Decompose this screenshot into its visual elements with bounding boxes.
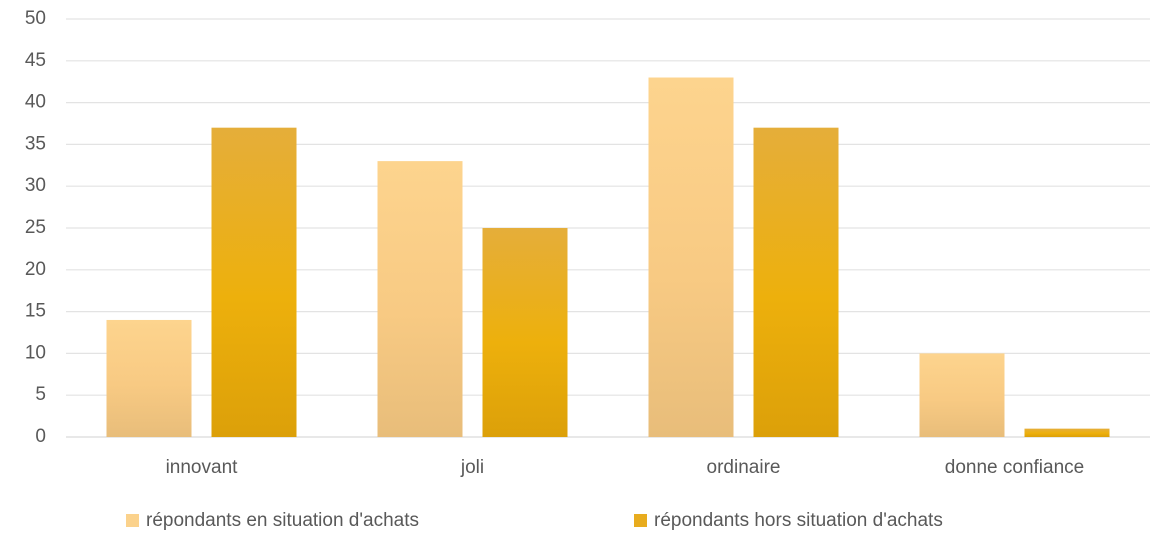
y-tick-label: 20: [25, 259, 46, 280]
legend-label-series-2: répondants hors situation d'achats: [654, 510, 943, 531]
y-tick-label: 0: [35, 426, 46, 447]
y-tick-label: 25: [25, 217, 46, 238]
x-axis-categories: innovant joli ordinaire donne confiance: [166, 457, 1085, 478]
x-category-label: innovant: [166, 457, 239, 478]
legend-swatch-series-2: [634, 514, 647, 527]
y-tick-label: 5: [35, 384, 46, 405]
bar-innovant-series-1: [106, 319, 192, 437]
bar-joli-series-2: [482, 228, 568, 437]
bar-ordinaire-series-1: [648, 77, 734, 438]
y-tick-label: 40: [25, 92, 46, 113]
y-tick-label: 35: [25, 133, 46, 154]
y-tick-label: 50: [25, 8, 46, 29]
legend-label-series-1: répondants en situation d'achats: [146, 510, 419, 531]
bar-donne-confiance-series-1: [919, 353, 1005, 437]
bar-joli-series-1: [377, 161, 463, 437]
bar-ordinaire-series-2: [753, 127, 839, 438]
x-category-label: ordinaire: [707, 457, 781, 478]
x-category-label: donne confiance: [945, 457, 1084, 478]
y-axis-ticks: 0 5 10 15 20 25 30 35 40 45 50: [25, 8, 46, 447]
y-tick-label: 30: [25, 175, 46, 196]
x-category-label: joli: [460, 457, 484, 478]
y-tick-label: 45: [25, 50, 46, 71]
bar-donne-confiance-series-2: [1024, 428, 1110, 437]
legend: répondants en situation d'achats répondan…: [126, 510, 943, 531]
bar-innovant-series-2: [211, 127, 297, 438]
legend-swatch-series-1: [126, 514, 139, 527]
y-tick-label: 15: [25, 301, 46, 322]
y-tick-label: 10: [25, 342, 46, 363]
bars: [106, 77, 1110, 438]
